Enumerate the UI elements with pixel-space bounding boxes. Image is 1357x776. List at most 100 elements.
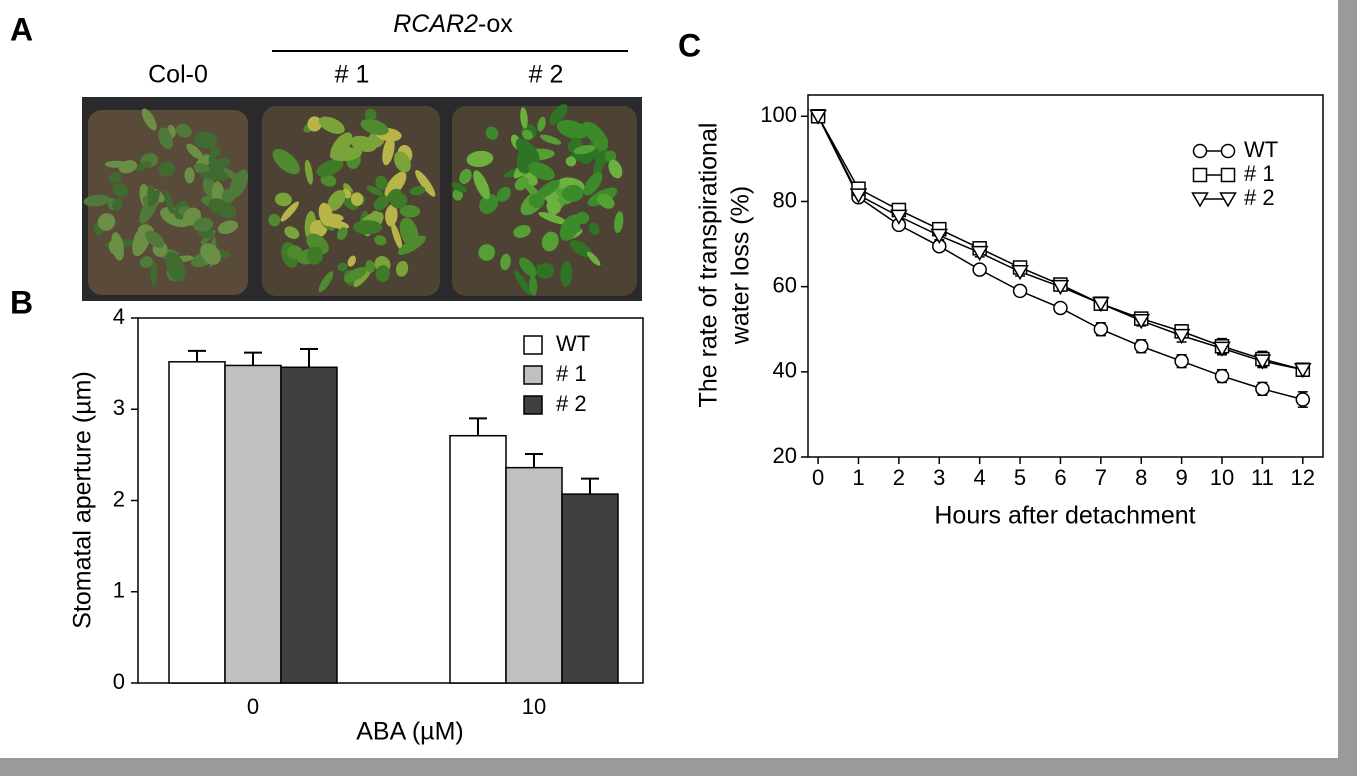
leaf [537, 116, 546, 132]
legend-swatch [523, 395, 543, 415]
leaf [108, 240, 120, 255]
y-tick-label: 2 [113, 486, 125, 511]
leaf [284, 226, 300, 240]
x-tick-label: 11 [1251, 465, 1274, 490]
bar [168, 361, 226, 684]
leaf [329, 147, 362, 162]
bar [505, 466, 563, 684]
leaf [272, 148, 300, 175]
leaf [112, 198, 123, 212]
marker [1051, 279, 1070, 296]
leaf [158, 127, 174, 150]
leaf [556, 119, 588, 140]
leaf [347, 255, 356, 267]
leaf [520, 107, 528, 129]
leaf [473, 170, 490, 200]
leaf [451, 182, 467, 193]
marker [849, 188, 868, 204]
bar [449, 434, 507, 684]
x-tick-label: 7 [1095, 465, 1107, 490]
leaf [280, 201, 299, 222]
leaf [526, 173, 538, 186]
marker [1214, 368, 1230, 384]
x-axis-label: Hours after detachment [934, 502, 1195, 530]
leaf [97, 213, 116, 231]
leaf [141, 108, 157, 131]
leaf [134, 161, 152, 171]
leaf [540, 134, 562, 145]
y-tick-label: 0 [113, 669, 125, 694]
leaf [569, 240, 593, 258]
leaf [200, 243, 221, 265]
leaf [536, 179, 560, 199]
leaf [360, 118, 389, 136]
leaf [387, 188, 402, 202]
leaf [320, 174, 337, 187]
marker [930, 228, 949, 245]
x-tick-label: 1 [852, 465, 864, 490]
plot-frame [807, 94, 1324, 458]
leaf [374, 235, 387, 246]
leaf [384, 171, 407, 198]
marker [1092, 296, 1110, 313]
leaf [514, 176, 529, 191]
bar [280, 366, 338, 684]
leaf [150, 260, 158, 287]
leaf [528, 162, 555, 181]
leaf [597, 193, 615, 209]
leaf [549, 104, 568, 125]
leaf [409, 186, 426, 196]
leaf [364, 108, 377, 122]
leaf [588, 222, 600, 235]
leaf [541, 231, 559, 252]
leaf [583, 172, 603, 196]
leaf [274, 192, 292, 207]
bar [224, 364, 282, 684]
legend-marker [1192, 143, 1208, 159]
marker [1011, 264, 1029, 281]
leaf [604, 150, 617, 163]
leaf [521, 129, 533, 140]
leaf [350, 192, 364, 206]
marker [1253, 354, 1272, 370]
y-tick-label: 60 [773, 272, 797, 297]
column-label: # 1 [335, 61, 370, 89]
leaf [513, 225, 531, 238]
x-tick-label: 0 [247, 694, 259, 719]
panel-label: A [10, 11, 33, 47]
leaf [485, 126, 499, 140]
x-tick-label: 10 [1210, 465, 1234, 490]
panel-label: B [10, 284, 33, 320]
marker [1012, 283, 1028, 299]
bar [561, 493, 619, 684]
leaf [83, 194, 110, 207]
x-tick-label: 5 [1014, 465, 1026, 490]
leaf [158, 161, 175, 177]
marker [1053, 300, 1068, 316]
y-tick-label: 1 [113, 578, 125, 603]
legend-marker [1220, 167, 1236, 183]
marker [1255, 381, 1270, 397]
leaf [399, 204, 421, 218]
marker [809, 109, 827, 125]
y-axis-label: The rate of transpirational [695, 123, 723, 408]
leaf [479, 194, 499, 214]
leaf [397, 235, 426, 255]
column-label: # 2 [529, 61, 564, 89]
leaf [385, 204, 398, 227]
legend-swatch [523, 365, 543, 385]
leaf [223, 167, 240, 182]
y-tick-label: 80 [773, 187, 797, 212]
leaf [573, 145, 596, 155]
x-tick-label: 0 [812, 465, 824, 490]
leaf [306, 246, 324, 265]
leaf [608, 159, 623, 179]
leaf [193, 163, 210, 173]
marker [890, 209, 908, 225]
leaf [500, 253, 511, 271]
marker [1093, 321, 1109, 337]
leaf [208, 198, 237, 218]
leaf [538, 211, 568, 225]
legend-marker [1219, 192, 1237, 208]
marker [1132, 313, 1151, 330]
